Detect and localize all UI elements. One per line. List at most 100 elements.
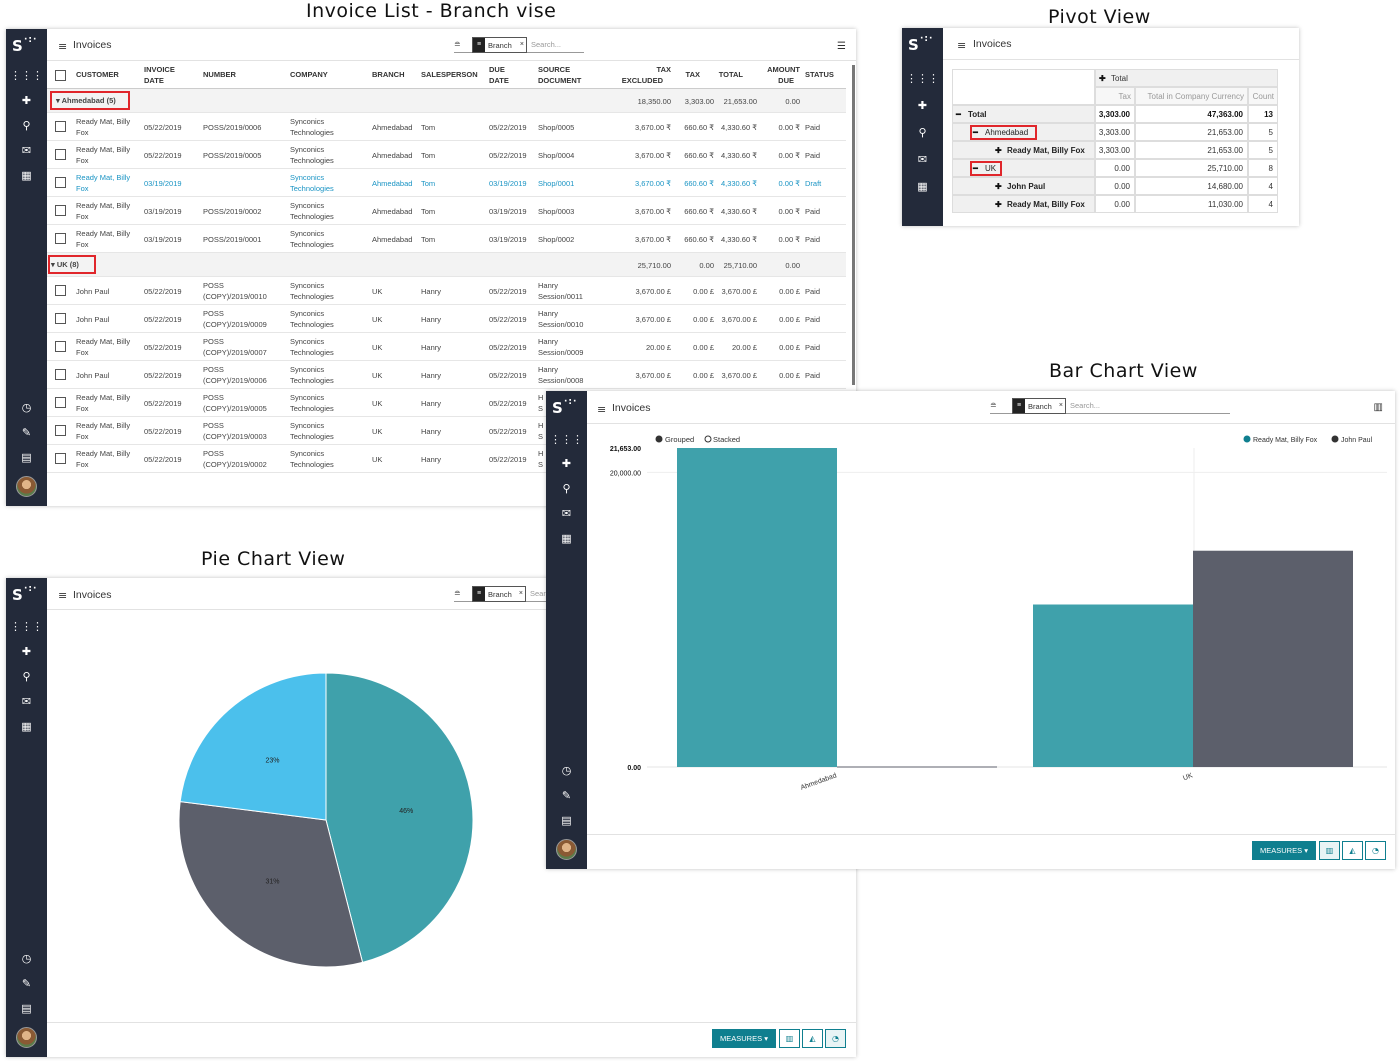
search-input[interactable]: Search... [1070,401,1101,410]
row-checkbox[interactable] [55,425,66,436]
row-checkbox[interactable] [55,205,66,216]
graph-view-icon[interactable]: ▥ [1373,402,1383,413]
pivot-row-header[interactable]: ✚ John Paul [952,177,1095,195]
apps-grid-icon[interactable]: ⋮⋮⋮ [906,72,939,85]
apps-grid-icon[interactable]: ⋮⋮⋮ [10,69,43,82]
app-logo[interactable]: S ·:· [908,34,934,54]
row-checkbox[interactable] [55,341,66,352]
bar[interactable] [1033,604,1193,767]
table-row[interactable]: John Paul 05/22/2019 POSS (COPY)/2019/0010 S… [47,277,846,305]
measures-button[interactable]: MEASURES ▾ [1252,841,1316,860]
row-checkbox[interactable] [55,369,66,380]
line-chart-icon[interactable]: ◭ [1342,841,1363,860]
apps-grid-icon[interactable]: ⋮⋮⋮ [10,620,43,633]
pie-chart-icon[interactable]: ◔ [1365,841,1386,860]
collapse-icon[interactable]: ━ [956,110,961,119]
bar[interactable] [677,448,837,767]
collapse-icon[interactable]: ━ [973,128,978,137]
plus-icon[interactable]: ✚ [21,645,32,658]
expand-icon[interactable]: ✚ [995,182,1002,191]
chat-icon[interactable]: ✎ [21,426,32,439]
avatar[interactable] [16,1027,37,1048]
table-row[interactable]: Ready Mat, Billy Fox 05/22/2019 POSS/2019/0… [47,141,846,169]
select-all-checkbox[interactable] [55,70,66,81]
stacked-radio[interactable] [704,435,712,443]
mail-icon[interactable]: ✉ [21,144,32,157]
facet-remove-icon[interactable]: × [1058,402,1063,409]
hamburger-menu-icon[interactable]: ≡ [957,39,967,52]
plus-icon[interactable]: ✚ [1099,74,1106,83]
row-checkbox[interactable] [55,233,66,244]
table-row[interactable]: John Paul 05/22/2019 POSS (COPY)/2019/0009 S… [47,305,846,333]
clock-icon[interactable]: ◷ [561,764,572,777]
search-icon[interactable]: ⚲ [22,670,31,683]
filter-icon[interactable]: ≘ [454,40,461,49]
table-row[interactable]: John Paul 05/22/2019 POSS (COPY)/2019/0006 S… [47,361,846,389]
chat-icon[interactable]: ✎ [561,789,572,802]
table-row[interactable]: Ready Mat, Billy Fox 05/22/2019 POSS/2019/0… [47,113,846,141]
expand-icon[interactable]: ✚ [995,200,1002,209]
list-view-icon[interactable]: ☰ [837,41,846,52]
pivot-measure-header[interactable]: Total in Company Currency [1135,87,1248,105]
facet-remove-icon[interactable]: × [519,41,524,48]
pivot-measure-header[interactable]: Tax [1095,87,1135,105]
pie-slice[interactable] [325,672,474,963]
search-facet-branch[interactable]: ≡ Branch × [472,586,526,602]
pivot-row-header[interactable]: ━ Ahmedabad [952,123,1095,141]
clock-icon[interactable]: ◷ [21,952,32,965]
group-row[interactable]: ▾ Ahmedabad (5) 18,350.00 3,303.00 21,653.0… [47,89,846,113]
app-logo[interactable]: S ·:· [552,397,578,417]
table-row[interactable]: Ready Mat, Billy Fox 05/22/2019 POSS (COPY)/… [47,445,846,473]
pie-slice[interactable] [178,801,364,968]
mail-icon[interactable]: ✉ [917,153,928,166]
search-icon[interactable]: ⚲ [918,126,927,139]
app-logo[interactable]: S ·:· [12,35,38,55]
search-icon[interactable]: ⚲ [22,119,31,132]
pie-slice[interactable] [179,672,327,821]
pivot-row-header[interactable]: ━ UK [952,159,1095,177]
pie-chart-icon[interactable]: ◔ [825,1029,846,1048]
row-checkbox[interactable] [55,453,66,464]
calendar-icon[interactable]: ▦ [561,532,572,545]
table-row[interactable]: Ready Mat, Billy Fox 03/19/2019 POSS/2019/0… [47,197,846,225]
plus-icon[interactable]: ✚ [21,94,32,107]
calendar-icon[interactable]: ▦ [21,169,32,182]
row-checkbox[interactable] [55,285,66,296]
row-checkbox[interactable] [55,177,66,188]
document-icon[interactable]: ▤ [21,1002,32,1015]
measures-button[interactable]: MEASURES ▾ [712,1029,776,1048]
avatar[interactable] [16,476,37,497]
table-row[interactable]: Ready Mat, Billy Fox 05/22/2019 POSS (COPY)/… [47,389,846,417]
table-row[interactable]: Ready Mat, Billy Fox 05/22/2019 POSS (COPY)/… [47,417,846,445]
facet-remove-icon[interactable]: × [518,590,523,597]
document-icon[interactable]: ▤ [21,451,32,464]
line-chart-icon[interactable]: ◭ [802,1029,823,1048]
collapse-icon[interactable]: ━ [973,164,978,173]
plus-icon[interactable]: ✚ [917,99,928,112]
calendar-icon[interactable]: ▦ [21,720,32,733]
search-facet-branch[interactable]: ≡ Branch × [472,37,527,53]
row-checkbox[interactable] [55,397,66,408]
document-icon[interactable]: ▤ [561,814,572,827]
apps-grid-icon[interactable]: ⋮⋮⋮ [550,433,583,446]
pivot-col-header-total[interactable]: ✚ Total [1095,69,1278,87]
pivot-row-header[interactable]: ✚ Ready Mat, Billy Fox [952,195,1095,213]
hamburger-menu-icon[interactable]: ≡ [597,403,607,416]
group-row[interactable]: ▾ UK (8) 25,710.00 0.00 25,710.00 0.00 [47,253,846,277]
clock-icon[interactable]: ◷ [21,401,32,414]
pivot-row-header[interactable]: ✚ Ready Mat, Billy Fox [952,141,1095,159]
row-checkbox[interactable] [55,121,66,132]
hamburger-menu-icon[interactable]: ≡ [58,589,68,602]
bar-chart-icon[interactable]: ▥ [1319,841,1340,860]
search-icon[interactable]: ⚲ [562,482,571,495]
expand-icon[interactable]: ✚ [995,146,1002,155]
table-row[interactable]: Ready Mat, Billy Fox 05/22/2019 POSS (COPY)/… [47,333,846,361]
row-checkbox[interactable] [55,313,66,324]
mail-icon[interactable]: ✉ [21,695,32,708]
filter-icon[interactable]: ≘ [454,589,461,598]
table-row[interactable]: Ready Mat, Billy Fox 03/19/2019 Synconics Te… [47,169,846,197]
bar[interactable] [1193,550,1353,767]
row-checkbox[interactable] [55,149,66,160]
search-facet-branch[interactable]: ≡ Branch × [1012,398,1066,414]
filter-icon[interactable]: ≘ [990,401,997,410]
